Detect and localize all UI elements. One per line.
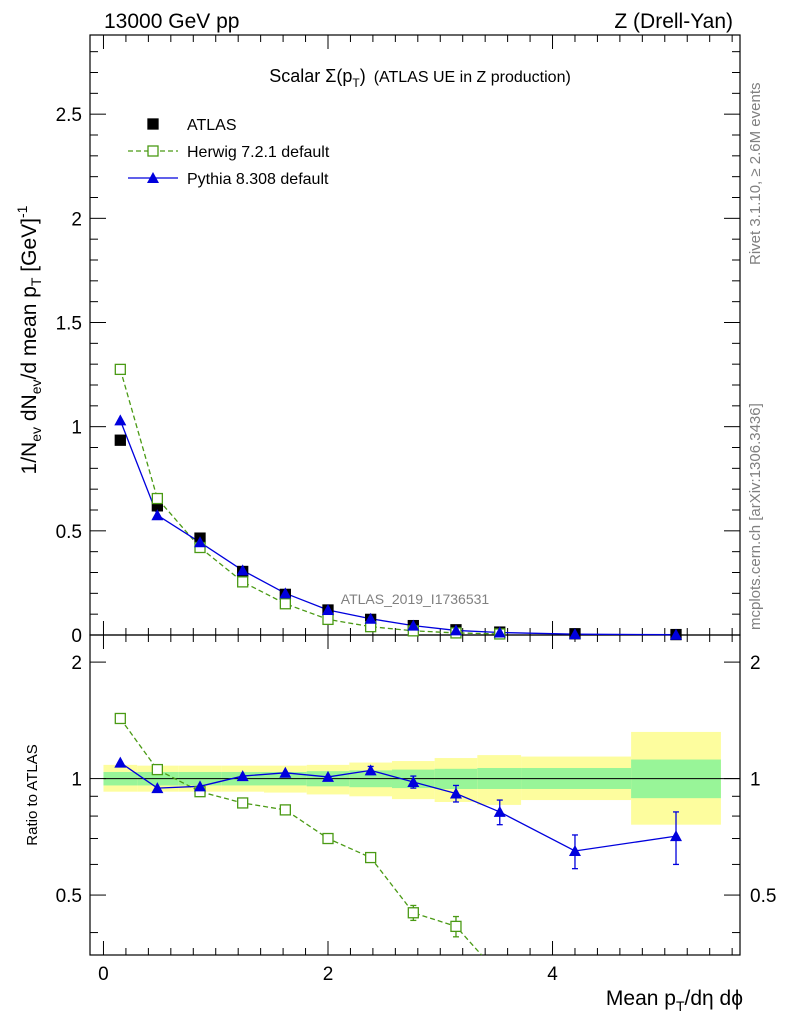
herwig-ratio-point	[450, 920, 462, 933]
pythia-point	[670, 628, 683, 640]
legend: ATLAS Herwig 7.2.1 default Pythia 8.308 de…	[128, 117, 330, 188]
pythia-ratio-point	[493, 805, 506, 817]
pythia-point	[321, 604, 334, 615]
main-y-tick-label: 1	[71, 418, 82, 439]
herwig-point	[322, 613, 334, 626]
x-tick-label: 2	[323, 964, 334, 985]
title-part-sub: T	[352, 76, 360, 90]
ratio-y-tick-label-right: 0.5	[750, 886, 776, 907]
x-axis-label: Mean pT/dη dϕ	[606, 987, 743, 1014]
x-tick-label: 0	[98, 964, 109, 985]
pythia-ratio-point	[114, 756, 127, 768]
pythia-ratio-point	[151, 782, 164, 794]
main-y-tick-label: 0	[71, 626, 82, 647]
ratio-uncertainty-band	[103, 731, 740, 825]
x-tick-label: 4	[547, 964, 558, 985]
main-y-tick-label: 2	[71, 209, 82, 230]
main-y-tick-label: 1.5	[56, 314, 82, 335]
pythia-ratio-point	[194, 780, 207, 792]
legend-label: Herwig 7.2.1 default	[187, 144, 330, 161]
herwig-point	[151, 492, 164, 505]
pythia-ratio-point	[449, 787, 462, 799]
chart-title: Scalar Σ(pT) (ATLAS UE in Z production)	[269, 66, 571, 90]
pythia-ratio-line	[119, 762, 677, 852]
pythia-point	[407, 619, 420, 631]
legend-label: Pythia 8.308 default	[187, 171, 329, 188]
herwig-ratio-point	[151, 763, 164, 776]
pythia-ratio-point	[236, 770, 249, 782]
pythia-ratio-point	[568, 844, 581, 856]
legend-marker-herwig	[147, 145, 159, 157]
herwig-point	[237, 576, 249, 588]
ratio-y-tick-label-right: 2	[750, 653, 761, 674]
herwig-ratio-point	[365, 851, 377, 864]
header-left: 13000 GeV pp	[104, 10, 239, 33]
herwig-ratio-point	[279, 804, 291, 816]
header-right: Z (Drell-Yan)	[614, 10, 733, 33]
pythia-ratio-point	[364, 764, 377, 776]
herwig-ratio-point	[407, 907, 419, 919]
herwig-line	[119, 369, 500, 635]
legend-marker-pythia	[147, 172, 159, 183]
ratio-y-tick-label-left: 2	[71, 653, 82, 674]
legend-marker-atlas	[147, 118, 159, 130]
title-part-rest: (ATLAS UE in Z production)	[374, 69, 571, 86]
pythia-ratio-point	[407, 775, 420, 787]
pythia-point	[236, 564, 249, 576]
legend-label: ATLAS	[187, 117, 237, 134]
y-axis-label: 1/Nev dNev/d mean pT [GeV]-1	[14, 205, 44, 474]
herwig-point	[279, 598, 291, 610]
pythia-point	[449, 624, 462, 636]
mcplots-label: mcplots.cern.ch [arXiv:1306.3436]	[747, 403, 764, 630]
pythia-line	[119, 420, 677, 636]
ratio-y-label: Ratio to ATLAS	[24, 744, 41, 845]
ratio-y-tick-label-left: 0.5	[56, 886, 82, 907]
main-y-tick-label: 2.5	[56, 105, 82, 126]
pythia-point	[364, 612, 377, 624]
pythia-point	[568, 628, 581, 640]
atlas-data-point	[114, 434, 126, 446]
herwig-ratio-point	[237, 797, 249, 809]
pythia-ratio-point	[321, 770, 334, 782]
main-y-tick-label: 0.5	[56, 522, 82, 543]
herwig-point	[114, 363, 126, 376]
pythia-ratio-point	[279, 766, 292, 778]
ratio-series	[114, 712, 683, 956]
pythia-point	[279, 587, 292, 599]
title-part-scalar: Scalar Σ(p	[269, 66, 352, 86]
pythia-point	[114, 414, 127, 426]
herwig-ratio-point	[114, 712, 126, 725]
pythia-point	[151, 509, 164, 521]
pythia-point	[194, 536, 207, 548]
herwig-ratio-line	[119, 718, 483, 956]
analysis-label: ATLAS_2019_I1736531	[341, 591, 490, 607]
pythia-point	[493, 626, 506, 638]
pythia-ratio-point	[670, 830, 683, 842]
ratio-y-tick-label-left: 1	[71, 770, 82, 791]
ratio-y-tick-label-right: 1	[750, 770, 761, 791]
title-part-close: )	[360, 66, 366, 86]
rivet-label: Rivet 3.1.10, ≥ 2.6M events	[747, 83, 764, 266]
herwig-ratio-point	[322, 832, 334, 845]
main-series	[114, 363, 683, 641]
